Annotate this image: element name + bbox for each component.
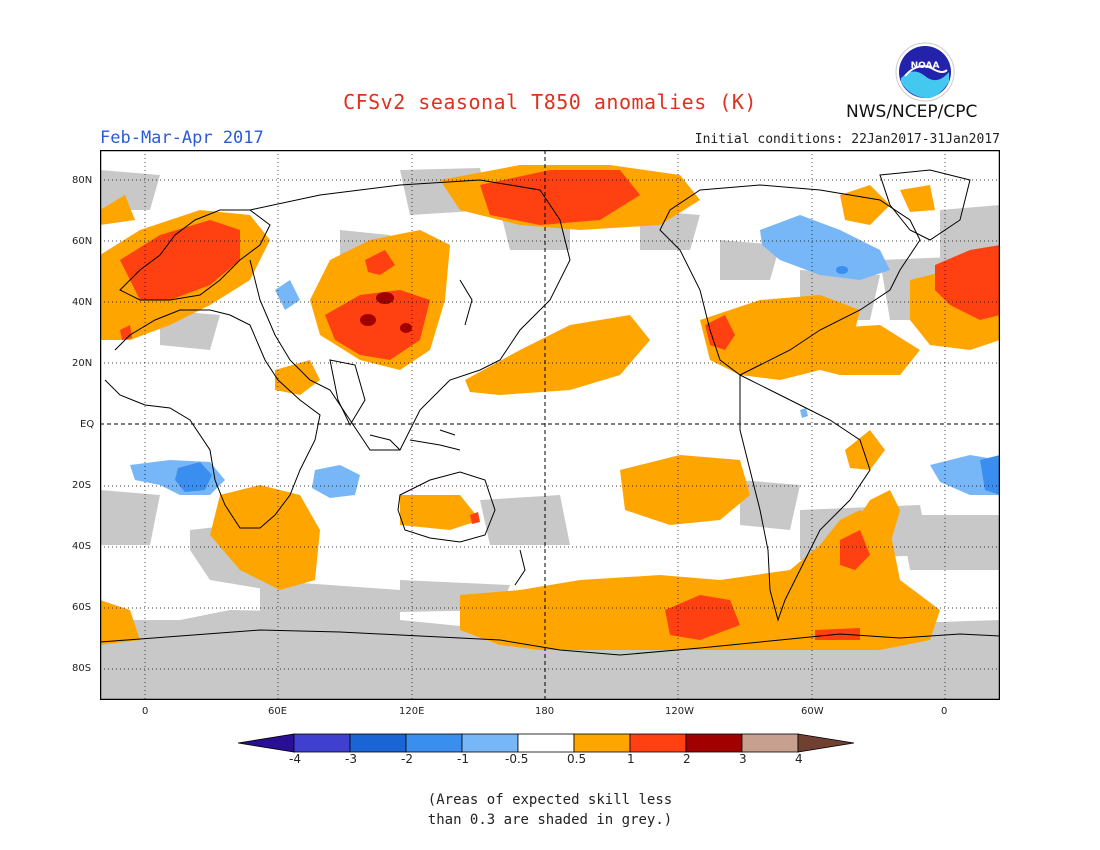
lat-label: 40N xyxy=(72,297,93,308)
lon-label: 120E xyxy=(399,706,425,717)
lat-label: 20S xyxy=(72,480,92,491)
initial-conditions: Initial conditions: 22Jan2017-31Jan2017 xyxy=(694,132,1000,147)
colorbar-max-arrow xyxy=(797,733,855,753)
lon-label: 120W xyxy=(665,706,694,717)
skill-footnote: (Areas of expected skill less than 0.3 a… xyxy=(0,790,1100,830)
colorbar-label: 2 xyxy=(683,752,691,766)
cool-anomaly-1-to-2 xyxy=(175,266,1000,495)
colorbar-label: -3 xyxy=(345,752,357,766)
colorbar-swatch xyxy=(741,733,799,753)
lon-label: 0 xyxy=(142,706,149,717)
colorbar-label: -1 xyxy=(457,752,469,766)
lat-label: 60N xyxy=(72,236,93,247)
lat-label: 40S xyxy=(72,541,92,552)
noaa-logo-text: NOAA xyxy=(911,61,940,71)
warm-anomaly-2-to-3 xyxy=(360,292,412,333)
lat-label: EQ xyxy=(80,419,95,430)
colorbar-swatch xyxy=(685,733,743,753)
colorbar xyxy=(238,733,855,753)
lat-label: 80N xyxy=(72,175,93,186)
agency-label: NWS/NCEP/CPC xyxy=(846,102,978,122)
lon-label: 180 xyxy=(535,706,555,717)
footnote-line1: (Areas of expected skill less xyxy=(427,792,673,808)
colorbar-swatch xyxy=(461,733,519,753)
colorbar-min-arrow xyxy=(238,733,295,753)
colorbar-label: 4 xyxy=(795,752,803,766)
colorbar-swatch xyxy=(405,733,463,753)
noaa-logo: NOAA xyxy=(895,42,955,102)
lon-label: 60E xyxy=(268,706,288,717)
lat-label: 20N xyxy=(72,358,93,369)
lon-label: 0 xyxy=(941,706,948,717)
colorbar-label: 3 xyxy=(739,752,747,766)
coastlines xyxy=(100,169,1000,656)
map-frame xyxy=(100,150,1000,700)
colorbar-label: -0.5 xyxy=(505,752,529,766)
warm-anomaly-1-to-2 xyxy=(120,170,1000,640)
colorbar-swatch xyxy=(629,733,687,753)
equator-dateline xyxy=(100,150,1000,700)
colorbar-label: 0.5 xyxy=(567,752,587,766)
lat-label: 80S xyxy=(72,663,92,674)
lon-label: 60W xyxy=(801,706,824,717)
colorbar-swatch xyxy=(293,733,351,753)
colorbar-label: -4 xyxy=(289,752,301,766)
footnote-line2: than 0.3 are shaded in grey.) xyxy=(427,812,673,828)
lat-label: 60S xyxy=(72,602,92,613)
colorbar-swatch xyxy=(573,733,631,753)
map-title: CFSv2 seasonal T850 anomalies (K) xyxy=(343,90,757,114)
forecast-period: Feb-Mar-Apr 2017 xyxy=(100,128,264,148)
anomaly-map xyxy=(100,150,1000,700)
colorbar-label: -2 xyxy=(401,752,413,766)
colorbar-label: 1 xyxy=(627,752,635,766)
colorbar-swatch xyxy=(349,733,407,753)
colorbar-swatch xyxy=(517,733,575,753)
